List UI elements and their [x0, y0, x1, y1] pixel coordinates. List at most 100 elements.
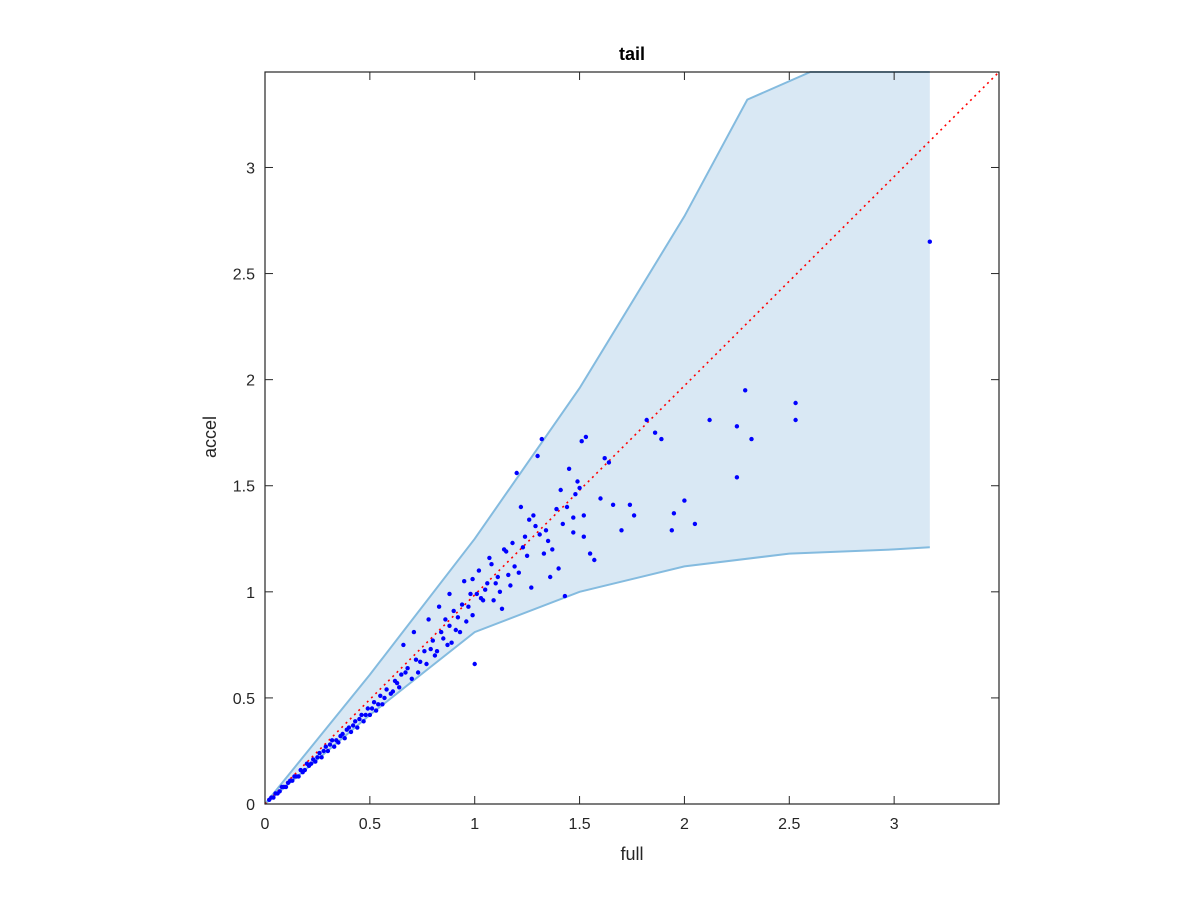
data-point	[319, 755, 324, 760]
data-point	[411, 629, 417, 635]
data-point	[462, 579, 467, 584]
data-point	[353, 719, 358, 724]
data-point	[468, 591, 473, 597]
data-point	[382, 695, 387, 701]
data-point	[361, 719, 366, 724]
data-point	[581, 513, 586, 518]
data-point	[365, 706, 370, 711]
data-point	[363, 712, 368, 718]
data-point	[441, 636, 446, 641]
data-point	[518, 504, 524, 510]
data-point	[342, 736, 347, 741]
data-point	[445, 642, 450, 648]
y-tick-label: 1.5	[233, 479, 255, 496]
data-point	[439, 629, 444, 635]
data-point	[548, 574, 553, 580]
data-point	[535, 453, 540, 459]
data-point	[434, 649, 440, 654]
data-point	[543, 528, 549, 533]
data-point	[359, 712, 364, 718]
data-point	[560, 521, 565, 527]
data-point	[522, 534, 528, 539]
data-point	[453, 627, 458, 633]
data-point	[338, 733, 343, 739]
data-point	[545, 538, 551, 544]
data-point	[749, 436, 754, 442]
data-point	[321, 748, 326, 754]
data-point	[367, 712, 373, 718]
data-point	[510, 540, 515, 546]
data-points	[267, 239, 932, 802]
data-point	[394, 680, 400, 686]
data-point	[652, 430, 658, 435]
data-point	[571, 515, 576, 520]
data-point	[564, 504, 570, 510]
data-point	[470, 576, 475, 582]
data-point	[371, 700, 377, 705]
data-point	[644, 417, 649, 423]
data-point	[927, 239, 932, 244]
data-point	[499, 606, 505, 611]
data-point	[449, 640, 454, 645]
data-point	[587, 551, 593, 556]
data-point	[397, 685, 402, 690]
data-point	[483, 587, 488, 592]
data-point	[550, 547, 555, 552]
data-point	[793, 400, 798, 406]
data-point	[376, 702, 381, 707]
data-point	[619, 528, 624, 533]
data-point	[602, 456, 607, 461]
data-point	[369, 706, 375, 711]
data-point	[292, 774, 297, 779]
y-tick-label: 1	[246, 585, 255, 602]
data-point	[430, 638, 435, 643]
data-point	[380, 702, 385, 707]
confidence-band	[264, 71, 930, 805]
data-point	[495, 574, 500, 580]
data-point	[506, 572, 511, 578]
data-point	[476, 568, 482, 573]
data-point	[327, 742, 333, 747]
y-axis-label: accel	[200, 416, 220, 458]
data-point	[399, 672, 404, 677]
data-point	[558, 487, 563, 493]
data-point	[451, 608, 456, 614]
data-point	[384, 687, 389, 692]
data-point	[424, 661, 429, 667]
data-point	[455, 615, 461, 620]
band-fill	[265, 72, 930, 804]
data-point	[692, 521, 698, 527]
data-point	[273, 791, 278, 796]
data-point	[627, 502, 633, 507]
data-point	[403, 670, 408, 675]
x-tick-label: 2	[680, 816, 689, 833]
data-point	[373, 708, 379, 713]
data-point	[378, 693, 383, 698]
x-axis-label: full	[620, 844, 643, 864]
data-point	[575, 479, 580, 484]
data-point	[447, 623, 452, 628]
data-point	[304, 761, 310, 766]
data-point	[390, 689, 396, 694]
data-point	[671, 511, 677, 516]
data-point	[610, 502, 616, 507]
data-point	[436, 604, 442, 609]
data-point	[583, 434, 589, 440]
data-point	[541, 551, 547, 556]
data-point	[428, 646, 433, 652]
x-tick-label: 2.5	[778, 816, 800, 833]
data-point	[355, 725, 360, 730]
data-point	[474, 591, 479, 597]
y-tick-label: 0	[246, 797, 255, 814]
y-tick-label: 2.5	[233, 267, 255, 284]
data-point	[571, 530, 576, 535]
data-point	[279, 784, 284, 790]
data-point	[418, 659, 423, 664]
tick-marks: 0 0.5 1 1.5 2 2.5 3 0 0.5 1 1.5 2 2.5 3	[233, 72, 999, 833]
axes-frame	[264, 71, 1000, 805]
data-point	[317, 750, 322, 756]
data-point	[669, 528, 674, 533]
data-point	[470, 613, 475, 618]
data-point	[325, 748, 331, 754]
